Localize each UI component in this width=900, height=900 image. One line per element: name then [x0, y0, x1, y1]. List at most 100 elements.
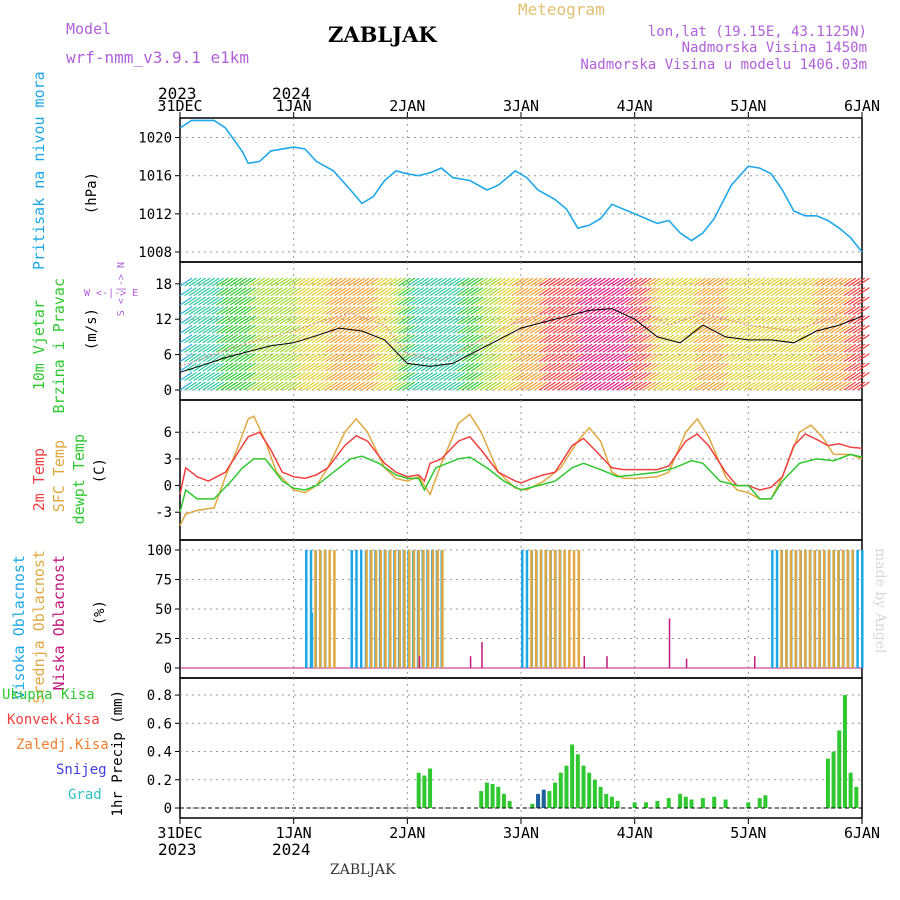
cloud-mid-bar [384, 550, 387, 668]
wind-barb [697, 315, 711, 325]
bottom-year-2024: 2024 [272, 840, 311, 859]
wind-barb [270, 372, 284, 382]
wind-barb [538, 277, 552, 287]
wind-barb [697, 353, 711, 363]
wind-barb [798, 296, 811, 306]
wind-barb [429, 296, 443, 306]
wind-barb [188, 381, 202, 391]
wind-barb [475, 362, 488, 372]
wind-barb [493, 381, 507, 391]
wind-barb [479, 353, 493, 363]
wind-barb [552, 362, 566, 372]
wind-barb [497, 353, 511, 363]
wind-barb [534, 353, 547, 363]
wind-barb [675, 334, 688, 344]
wind-barb [607, 362, 620, 372]
wind-barb [316, 305, 329, 315]
wind-barb [438, 343, 452, 353]
wind-barb [407, 372, 420, 382]
wind-barb [857, 381, 870, 391]
wind-barb [607, 381, 620, 391]
wind-barb [607, 305, 620, 315]
wind-barb [261, 353, 275, 363]
wind-barb [397, 343, 411, 353]
wind-barb [429, 324, 443, 334]
altitude-text: Nadmorska Visina 1450m [681, 40, 867, 56]
wind-barb [397, 305, 411, 315]
wind-barb [579, 372, 593, 382]
wind-barb [334, 362, 347, 372]
wind-barb [316, 372, 329, 382]
wind-barb [725, 381, 738, 391]
wind-barb [748, 334, 761, 344]
wind-barb [361, 343, 375, 353]
wind-barb [184, 296, 197, 306]
wind-barb [329, 305, 343, 315]
wind-barb [206, 305, 220, 315]
cloud-mid-bar [436, 550, 439, 668]
wind-barb [184, 353, 197, 363]
wind-barb [416, 277, 429, 287]
wind-barb [375, 296, 388, 306]
wind-barb [666, 353, 679, 363]
cloud-mid-bar [799, 550, 802, 668]
wind-barb [748, 324, 761, 334]
wind-barb [643, 296, 657, 306]
wind-barb [816, 353, 829, 363]
wind-barb [588, 334, 602, 344]
wind-barb [566, 372, 579, 382]
wind-barb [666, 287, 679, 297]
wind-barb [206, 277, 220, 287]
wind-barb [266, 296, 279, 306]
wind-barb [575, 362, 588, 372]
wind-barb [407, 381, 420, 391]
wind-barb [684, 353, 698, 363]
wind-barb [452, 305, 466, 315]
wind-barb [270, 381, 284, 391]
wind-barb [729, 324, 743, 334]
precip-ytick-label: 0.2 [147, 773, 172, 789]
wind-barb [402, 305, 416, 315]
wind-barb [302, 305, 316, 315]
wind-barb [761, 305, 775, 315]
wind-barb [829, 381, 843, 391]
wind-barb [757, 353, 770, 363]
wind-barb [657, 287, 670, 297]
wind-barb [707, 372, 720, 382]
wind-barb [461, 277, 475, 287]
wind-barb [807, 305, 820, 315]
wind-barb [757, 372, 770, 382]
wind-barb [407, 305, 420, 315]
wind-barb [402, 296, 416, 306]
wind-barb [802, 315, 816, 325]
wind-barb [366, 334, 379, 344]
wind-barb [748, 305, 761, 315]
wind-barb [488, 334, 502, 344]
cloud-mid-bar [412, 550, 416, 668]
precip-bar [689, 799, 694, 808]
wind-barb [402, 277, 416, 287]
wind-barb [579, 381, 593, 391]
wind-barb [752, 315, 766, 325]
wind-barb [738, 381, 752, 391]
cloud-mid-bar [789, 550, 793, 668]
wind-barb [629, 277, 643, 287]
wind-barb [761, 277, 775, 287]
wind-barb [775, 343, 788, 353]
wind-barb [416, 287, 429, 297]
precip-ytick-label: 0.4 [147, 745, 172, 761]
model-name: wrf-nmm_v3.9.1 e1km [66, 48, 250, 67]
wind-barb [279, 305, 293, 315]
wind-barb [225, 277, 238, 287]
wind-barb [184, 324, 197, 334]
wind-barb [566, 296, 579, 306]
wind-barb [293, 296, 306, 306]
wind-barb [666, 381, 679, 391]
wind-barb [479, 277, 493, 287]
cloud-mid-bar [407, 550, 411, 668]
wind-barb [393, 315, 407, 325]
wind-barb [766, 305, 779, 315]
precip-label-frz: Zaledj.Kisa [16, 737, 109, 753]
wind-barb [220, 381, 234, 391]
wind-barb [566, 353, 579, 363]
